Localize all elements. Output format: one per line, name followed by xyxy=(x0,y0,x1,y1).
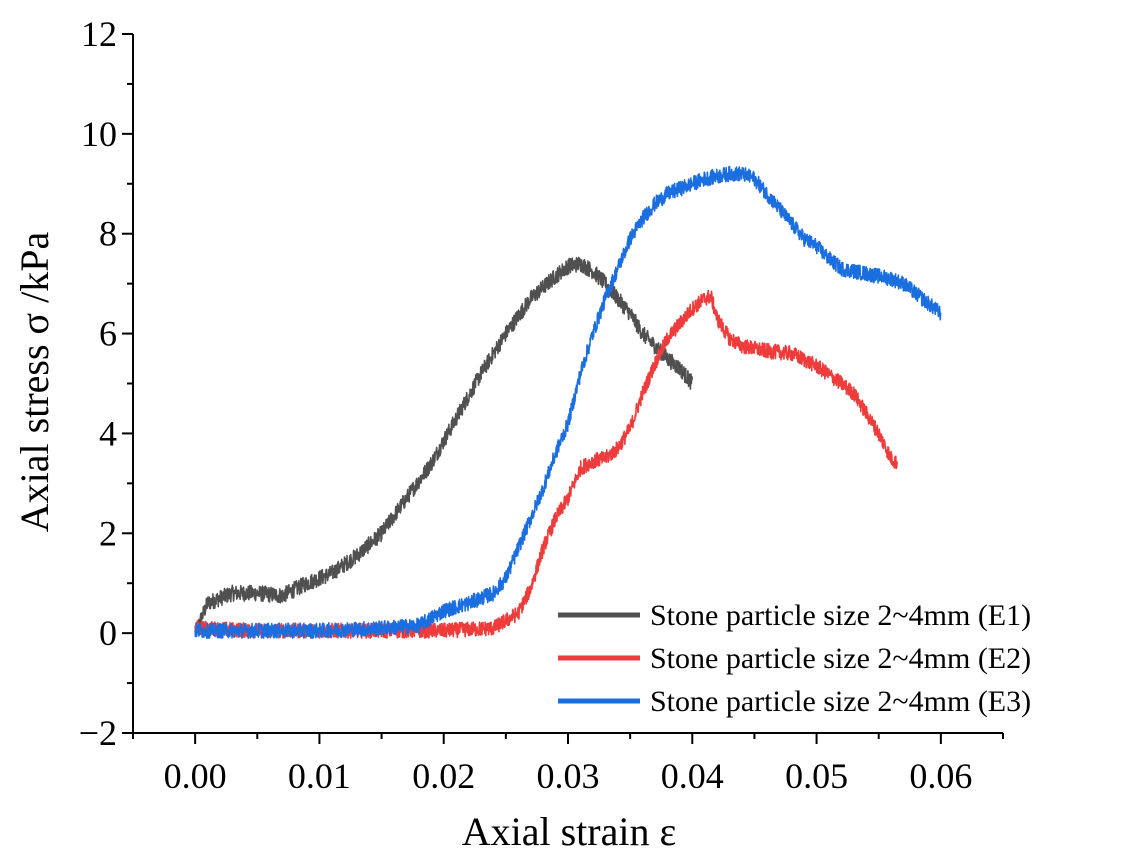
y-tick-label: 12 xyxy=(81,14,117,54)
x-tick-label: 0.00 xyxy=(164,756,227,796)
x-tick-label: 0.05 xyxy=(785,756,848,796)
y-tick-label: 6 xyxy=(99,314,117,354)
y-tick-label: 2 xyxy=(99,513,117,553)
y-tick-label: 4 xyxy=(99,413,117,453)
legend-label-e2: Stone particle size 2~4mm (E2) xyxy=(650,642,1031,675)
x-tick-label: 0.06 xyxy=(909,756,972,796)
x-axis-title: Axial strain ε xyxy=(462,809,677,854)
y-axis-title: Axial stress σ /kPa xyxy=(12,232,57,533)
y-tick-label: −2 xyxy=(79,713,117,753)
y-tick-label: 10 xyxy=(81,114,117,154)
x-tick-label: 0.03 xyxy=(537,756,600,796)
x-tick-label: 0.01 xyxy=(288,756,351,796)
legend-label-e1: Stone particle size 2~4mm (E1) xyxy=(650,599,1031,632)
y-tick-label: 8 xyxy=(99,214,117,254)
series-line-e3 xyxy=(194,165,942,639)
legend-label-e3: Stone particle size 2~4mm (E3) xyxy=(650,685,1031,718)
legend: Stone particle size 2~4mm (E1) Stone part… xyxy=(558,599,1031,718)
x-tick-label: 0.02 xyxy=(412,756,475,796)
x-tick-label: 0.04 xyxy=(661,756,724,796)
y-tick-label: 0 xyxy=(99,613,117,653)
